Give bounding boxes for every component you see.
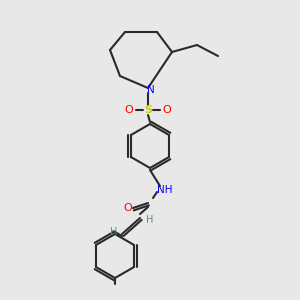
Text: S: S [144,105,152,115]
Text: O: O [124,203,132,213]
Text: O: O [124,105,134,115]
Text: H: H [110,227,118,237]
Text: N: N [147,85,155,95]
Text: NH: NH [157,185,173,195]
Text: O: O [163,105,171,115]
Text: H: H [146,215,154,225]
